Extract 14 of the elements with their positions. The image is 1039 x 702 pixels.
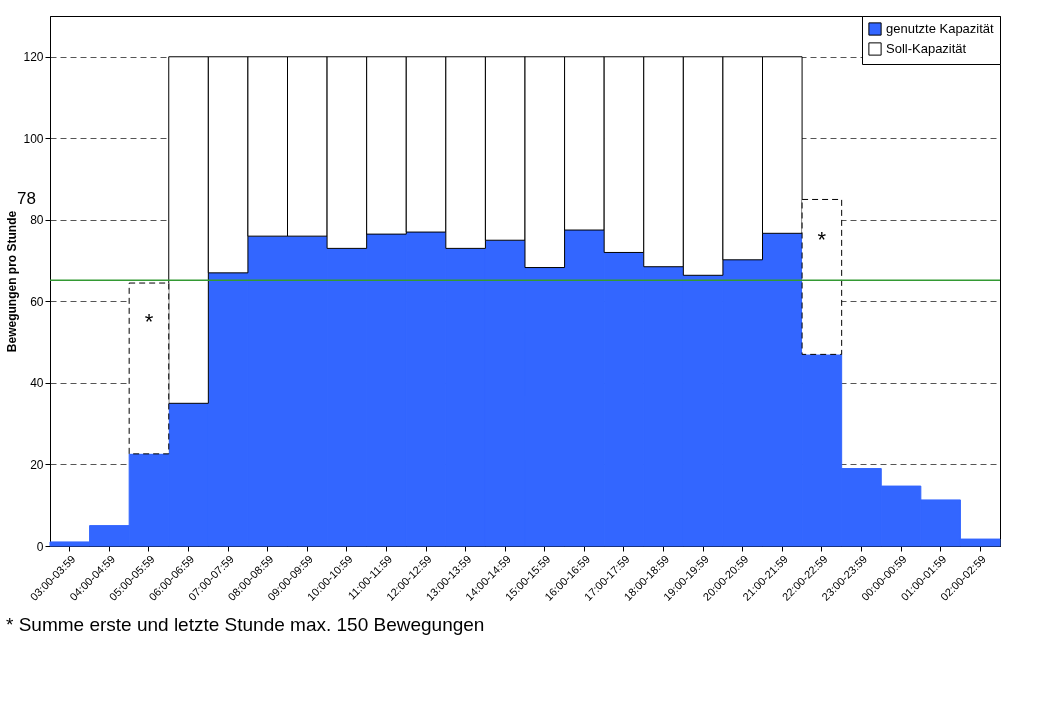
text: 78	[17, 188, 36, 208]
legend-label: Soll-Kapazität	[886, 41, 967, 56]
annotation: *	[144, 308, 154, 334]
text: * Summe erste und letzte Stunde max. 150 Bewegungen	[5, 614, 485, 636]
y-tick-label: 60	[30, 294, 44, 309]
y-tick-label: 20	[30, 457, 44, 472]
annotation: *	[817, 227, 827, 253]
y-tick-label: 80	[30, 213, 44, 228]
y-tick-label: 0	[36, 539, 44, 554]
y-tick-label: 120	[23, 50, 44, 65]
y-tick-label: 40	[30, 376, 44, 391]
y-axis-title: Bewegungen pro Stunde	[5, 210, 20, 353]
y-tick-label: 100	[23, 131, 44, 146]
legend-label: genutzte Kapazität	[886, 21, 995, 36]
